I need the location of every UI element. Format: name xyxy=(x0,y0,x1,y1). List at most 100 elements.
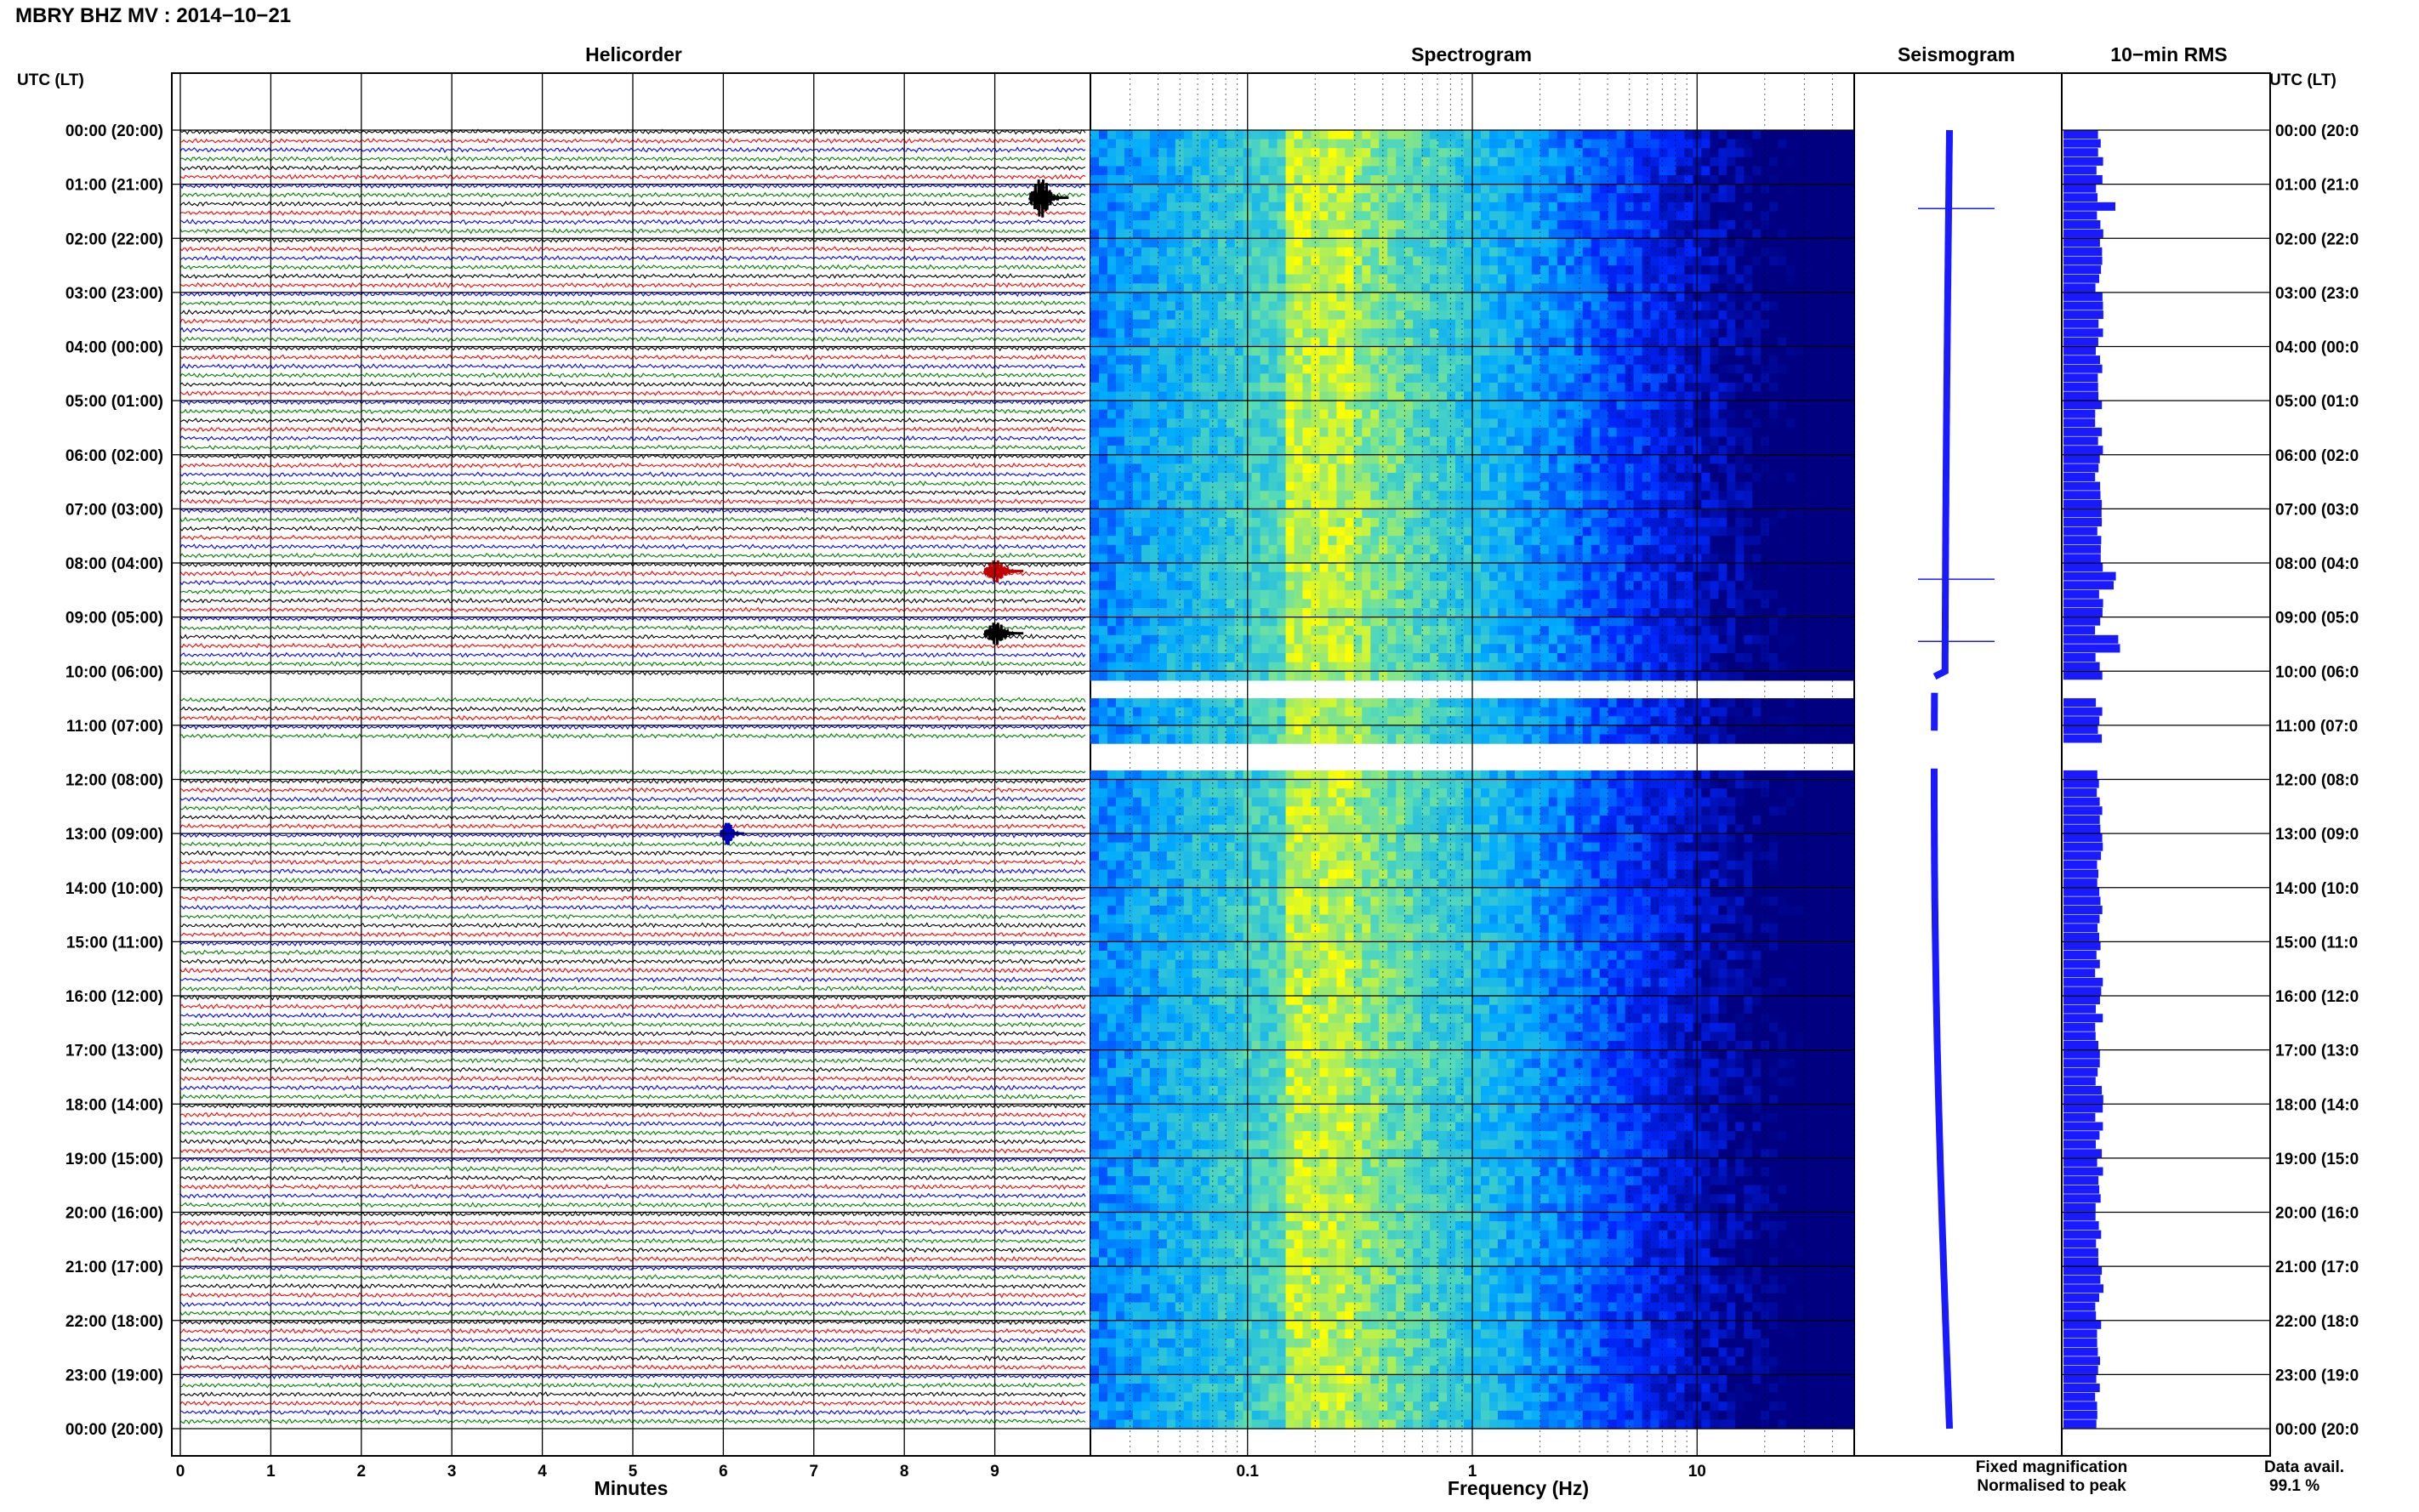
spectrogram-cell xyxy=(1149,509,1159,519)
spectrogram-cell xyxy=(1209,229,1219,239)
spectrogram-cell xyxy=(1192,301,1202,311)
spectrogram-cell xyxy=(1099,364,1108,374)
spectrogram-cell xyxy=(1158,418,1168,429)
spectrogram-cell xyxy=(1540,446,1550,456)
spectrogram-cell xyxy=(1464,509,1473,519)
spectrogram-cell xyxy=(1710,283,1719,293)
spectrogram-cell xyxy=(1582,292,1592,303)
spectrogram-cell xyxy=(1769,328,1779,338)
spectrogram-cell xyxy=(1786,499,1796,509)
spectrogram-cell xyxy=(1387,454,1397,464)
spectrogram-cell xyxy=(1481,355,1490,366)
spectrogram-cell xyxy=(1582,364,1592,374)
spectrogram-cell xyxy=(1124,491,1134,501)
spectrogram-cell xyxy=(1803,436,1813,446)
spectrogram-cell xyxy=(1268,427,1278,438)
spectrogram-cell xyxy=(1090,581,1100,591)
spectrogram-cell xyxy=(1582,581,1592,591)
spectrogram-cell xyxy=(1149,229,1159,239)
spectrogram-cell xyxy=(1175,581,1185,591)
spectrogram-cell xyxy=(1217,401,1227,411)
spectrogram-cell xyxy=(1430,274,1439,284)
spectrogram-cell xyxy=(1099,463,1108,474)
spectrogram-cell xyxy=(1268,148,1278,158)
spectrogram-cell xyxy=(1710,409,1719,419)
spectrogram-cell xyxy=(1464,481,1473,492)
spectrogram-cell xyxy=(1285,355,1295,366)
spectrogram-cell xyxy=(1608,193,1618,203)
spectrogram-cell xyxy=(1277,337,1287,348)
spectrogram-cell xyxy=(1812,274,1821,284)
spectrogram-cell xyxy=(1676,409,1686,419)
spectrogram-cell xyxy=(1336,581,1346,591)
spectrogram-cell xyxy=(1209,499,1219,509)
spectrogram-cell xyxy=(1744,409,1753,419)
spectrogram-cell xyxy=(1481,526,1490,537)
spectrogram-cell xyxy=(1684,184,1693,194)
spectrogram-cell xyxy=(1608,373,1618,384)
spectrogram-cell xyxy=(1531,581,1541,591)
spectrogram-cell xyxy=(1540,364,1550,374)
spectrogram-cell xyxy=(1455,599,1465,609)
spectrogram-cell xyxy=(1582,544,1592,554)
spectrogram-cell xyxy=(1328,473,1337,483)
spectrogram-cell xyxy=(1141,211,1151,221)
spectrogram-cell xyxy=(1413,554,1422,564)
spectrogram-cell xyxy=(1489,148,1499,158)
spectrogram-cell xyxy=(1294,463,1304,474)
spectrogram-cell xyxy=(1701,544,1710,554)
spectrogram-cell xyxy=(1786,427,1796,438)
spectrogram-cell xyxy=(1132,518,1142,528)
spectrogram-cell xyxy=(1115,292,1125,303)
spectrogram-cell xyxy=(1447,310,1456,321)
spectrogram-cell xyxy=(1803,544,1813,554)
spectrogram-cell xyxy=(1404,292,1414,303)
spectrogram-cell xyxy=(1574,391,1584,401)
spectrogram-cell xyxy=(1158,373,1168,384)
spectrogram-cell xyxy=(1132,256,1142,266)
spectrogram-cell xyxy=(1505,166,1516,176)
spectrogram-cell xyxy=(1319,463,1329,474)
spectrogram-cell xyxy=(1277,473,1287,483)
spectrogram-cell xyxy=(1633,156,1643,167)
spectrogram-cell xyxy=(1277,427,1287,438)
spectrogram-cell xyxy=(1505,563,1516,573)
spectrogram-cell xyxy=(1642,355,1652,366)
spectrogram-cell xyxy=(1684,301,1693,311)
spectrogram-cell xyxy=(1115,328,1125,338)
spectrogram-cell xyxy=(1455,536,1465,546)
spectrogram-cell xyxy=(1166,139,1176,149)
spectrogram-cell xyxy=(1557,589,1567,600)
spectrogram-cell xyxy=(1107,571,1117,582)
spectrogram-cell xyxy=(1277,544,1287,554)
spectrogram-cell xyxy=(1141,301,1151,311)
spectrogram-cell xyxy=(1158,563,1168,573)
spectrogram-cell xyxy=(1616,554,1626,564)
spectrogram-cell xyxy=(1200,518,1210,528)
spectrogram-cell xyxy=(1489,544,1499,554)
spectrogram-cell xyxy=(1438,526,1448,537)
spectrogram-cell xyxy=(1260,148,1270,158)
spectrogram-cell xyxy=(1234,364,1244,374)
spectrogram-cell xyxy=(1701,364,1710,374)
spectrogram-cell xyxy=(1514,229,1524,239)
spectrogram-cell xyxy=(1200,256,1210,266)
spectrogram-cell xyxy=(1744,473,1753,483)
spectrogram-cell xyxy=(1667,509,1677,519)
spectrogram-cell xyxy=(1735,310,1745,321)
spectrogram-cell xyxy=(1599,581,1609,591)
spectrogram-cell xyxy=(1803,526,1813,537)
spectrogram-cell xyxy=(1565,446,1575,456)
spectrogram-cell xyxy=(1481,473,1490,483)
spectrogram-cell xyxy=(1523,382,1533,393)
spectrogram-cell xyxy=(1718,391,1727,401)
spectrogram-cell xyxy=(1464,454,1473,464)
spectrogram-cell xyxy=(1387,175,1397,185)
spectrogram-cell xyxy=(1413,319,1422,329)
spectrogram-cell xyxy=(1124,139,1134,149)
spectrogram-cell xyxy=(1633,211,1643,221)
spectrogram-cell xyxy=(1404,427,1414,438)
spectrogram-cell xyxy=(1505,220,1516,230)
spectrogram-cell xyxy=(1701,193,1710,203)
spectrogram-cell xyxy=(1404,391,1414,401)
